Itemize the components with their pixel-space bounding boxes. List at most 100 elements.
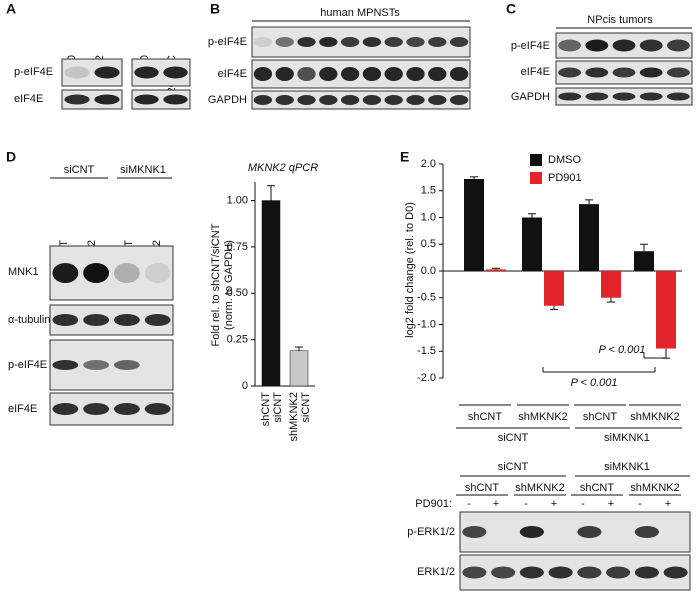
blot-band [275, 37, 294, 47]
row-label: eIF4E [8, 403, 37, 415]
blot-band [612, 67, 636, 78]
bar [289, 350, 309, 387]
blot-band [491, 566, 516, 579]
bar [601, 271, 621, 298]
blot-band [319, 37, 338, 47]
blot-band [406, 95, 425, 105]
treatment: - [581, 498, 585, 510]
blot-band [639, 92, 663, 101]
blot-band [577, 526, 602, 538]
bar [544, 271, 564, 306]
y-tick-label: -1.5 [417, 345, 436, 357]
blot-band [558, 67, 582, 78]
treatment: - [467, 498, 471, 510]
blot-band [606, 566, 631, 579]
blot-band [462, 566, 487, 579]
blot-band [428, 37, 447, 47]
lane-label: shCNT [580, 482, 615, 494]
group-label: siMKNK1 [604, 432, 650, 444]
treatment-label: PD901: [415, 498, 452, 510]
blot-band [297, 95, 316, 105]
blot-band [428, 95, 447, 105]
blot-band [639, 39, 663, 52]
blot-band [384, 37, 403, 47]
group-label: siMKNK1 [120, 164, 166, 176]
blot-band [134, 66, 159, 79]
blot-band [585, 92, 609, 101]
blot-band [612, 92, 636, 101]
group-label: siCNT [498, 461, 529, 473]
blot-band [113, 263, 140, 283]
blot-band [319, 67, 338, 81]
row-label: p-eIF4E [511, 40, 550, 52]
legend-swatch [530, 172, 542, 184]
x-tick-label: shMKNK2 [518, 411, 568, 423]
blot-band [253, 95, 273, 105]
blot-band [52, 403, 79, 415]
blot-band [340, 95, 360, 105]
y-tick-label: -0.5 [417, 292, 436, 304]
bar [261, 200, 281, 387]
y-tick-label: 0.0 [421, 265, 436, 277]
group-label: siCNT [64, 164, 95, 176]
bar [522, 217, 542, 271]
row-label: GAPDH [511, 91, 550, 103]
blot-band [163, 94, 188, 105]
blot-band [548, 566, 573, 579]
blot-band [275, 67, 294, 81]
x-tick-label: shCNT [260, 392, 272, 427]
panel-letter: B [210, 1, 220, 17]
blot-band [163, 66, 188, 79]
blot-band [634, 566, 659, 579]
blot-band [666, 39, 690, 52]
blot-band [519, 526, 544, 538]
annotation: P < 0.001 [599, 344, 646, 356]
y-tick-label: 0.25 [227, 334, 248, 346]
blot-band [144, 403, 171, 415]
blot-band [585, 39, 609, 52]
lane-label: shMKNK2 [515, 482, 565, 494]
annotation: P < 0.001 [571, 377, 618, 389]
blot-band [134, 94, 159, 105]
group-label: siMKNK1 [604, 461, 650, 473]
y-tick-label: 0 [242, 380, 248, 392]
treatment: + [608, 498, 614, 510]
blot-band [449, 67, 469, 81]
panel-header: NPcis tumors [587, 14, 653, 26]
panel-letter: A [6, 1, 16, 17]
blot-band [663, 566, 688, 579]
blot-band [449, 37, 469, 47]
blot-band [144, 263, 171, 283]
blot-band [519, 566, 544, 579]
x-tick-label: shMKNK2 [630, 411, 680, 423]
blot-band [113, 314, 140, 326]
legend-swatch [530, 154, 542, 166]
y-tick-label: -1.0 [417, 318, 436, 330]
y-tick-label: 0.50 [227, 287, 248, 299]
blot-band [362, 95, 382, 105]
x-tick-label: shCNT [583, 411, 618, 423]
blot-band [558, 39, 582, 52]
blot-band [577, 566, 602, 579]
y-tick-label: 0.5 [421, 238, 436, 250]
blot-band [83, 314, 110, 326]
row-label: eIF4E [14, 93, 43, 105]
y-tick-label: -2.0 [417, 372, 436, 384]
y-axis-label: Fold rel. to shCNT/siCNT [210, 223, 222, 346]
panel-letter: D [6, 149, 16, 165]
y-axis-label: (norm. to GAPDH) [223, 240, 235, 330]
blot-band [275, 95, 294, 105]
row-label: p-ERK1/2 [407, 526, 455, 538]
panel-letter: C [506, 1, 516, 17]
lane-label: shMKNK2 [630, 482, 680, 494]
blot-band [253, 67, 273, 81]
bar [579, 204, 599, 271]
blot-band [362, 67, 382, 81]
x-tick-label: shMKNK2 [288, 392, 300, 442]
row-label: α-tubulin [8, 314, 50, 326]
lane-label: shCNT [465, 482, 500, 494]
x-tick-label: siCNT [300, 392, 312, 423]
row-label: GAPDH [208, 94, 247, 106]
blot-band [449, 95, 469, 105]
